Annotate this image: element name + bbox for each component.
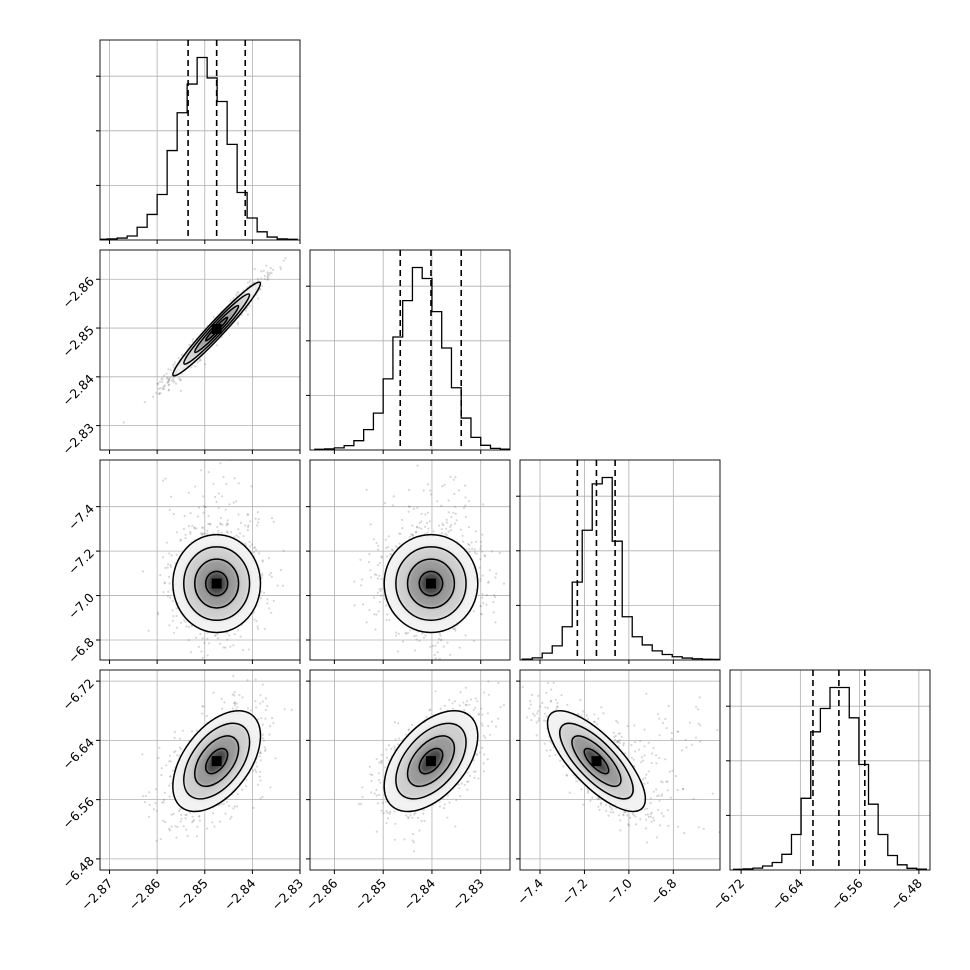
contour-3-2-3 <box>583 747 610 775</box>
panel-frame-3-0 <box>99 669 301 871</box>
contour-3-2-1 <box>559 722 634 800</box>
panel-frame-2-0 <box>99 459 301 661</box>
panel-0-0 <box>96 39 301 244</box>
x-tick-label-0-1: −2.86 <box>126 875 164 913</box>
panel-3-3 <box>726 669 931 874</box>
x-tick-label-2-3: −6.8 <box>647 875 679 907</box>
x-tick-label-1-0: −2.86 <box>303 875 341 913</box>
y-tick-label-3-3: −6.72 <box>59 675 97 713</box>
x-tick-label-0-2: −2.85 <box>173 876 211 914</box>
panel-3-2 <box>516 669 721 874</box>
panel-2-1 <box>306 459 511 664</box>
contour-3-0-0 <box>172 709 262 813</box>
x-tick-label-3-0: −6.72 <box>710 876 748 914</box>
contour-3-1-2 <box>406 735 456 788</box>
contour-1-0-1 <box>183 293 251 365</box>
y-tick-label-3-0: −6.48 <box>59 853 97 891</box>
contour-1-0-0 <box>172 281 262 377</box>
x-tick-label-0-0: −2.87 <box>78 876 116 914</box>
x-tick-label-1-2: −2.84 <box>400 875 438 913</box>
histogram-0 <box>100 56 298 240</box>
y-tick-label-3-1: −6.56 <box>59 794 97 832</box>
contour-3-0-1 <box>183 722 251 800</box>
y-tick-label-2-1: −7.0 <box>65 590 97 622</box>
peak-bin-2-1 <box>425 578 436 589</box>
x-tick-label-3-2: −6.56 <box>828 875 866 913</box>
panel-2-2 <box>516 459 721 664</box>
panel-1-0 <box>96 249 301 454</box>
peak-bin-3-1 <box>425 756 436 767</box>
contour-1-0-3 <box>204 316 229 342</box>
panel-frame-2-1 <box>309 459 511 661</box>
panel-frame-1-0 <box>99 249 301 451</box>
histogram-3 <box>733 686 927 870</box>
contour-2-0-2 <box>194 558 240 609</box>
panel-1-1 <box>306 249 511 454</box>
x-tick-label-3-1: −6.64 <box>769 875 807 913</box>
contour-2-0-0 <box>172 533 262 634</box>
contour-3-0-3 <box>204 747 229 775</box>
panel-3-1 <box>306 669 511 874</box>
y-tick-label-2-2: −7.2 <box>65 545 97 577</box>
x-tick-label-2-2: −7.0 <box>603 875 635 907</box>
y-tick-label-2-0: −6.8 <box>65 634 97 666</box>
contour-3-1-1 <box>395 722 467 800</box>
contour-2-1-0 <box>383 533 479 634</box>
y-tick-label-1-1: −2.84 <box>59 371 97 409</box>
x-tick-label-1-1: −2.85 <box>352 876 390 914</box>
contour-3-1-0 <box>383 709 479 813</box>
x-tick-label-3-3: −6.48 <box>887 875 925 913</box>
contour-3-1-3 <box>418 747 444 775</box>
contour-1-0-2 <box>194 304 240 354</box>
contour-2-1-2 <box>406 558 456 609</box>
peak-bin-3-0 <box>211 756 222 767</box>
panels <box>96 39 931 874</box>
contour-3-2-2 <box>571 735 622 788</box>
contour-2-0-1 <box>183 546 251 622</box>
x-tick-label-2-1: −7.2 <box>558 876 590 908</box>
histogram-2 <box>521 476 720 660</box>
panel-frame-3-1 <box>309 669 511 871</box>
y-tick-label-1-2: −2.85 <box>59 322 97 360</box>
contour-2-1-3 <box>418 570 444 597</box>
peak-bin-1-0 <box>211 324 222 335</box>
peak-bin-2-0 <box>211 578 222 589</box>
x-tick-label-0-3: −2.84 <box>221 875 259 913</box>
histogram-1 <box>314 266 510 450</box>
x-tick-label-1-3: −2.83 <box>449 876 487 914</box>
contour-2-1-1 <box>395 546 467 622</box>
panel-frame-0-0 <box>99 39 301 241</box>
panel-2-0 <box>96 459 301 664</box>
y-tick-label-1-0: −2.83 <box>59 420 97 458</box>
y-tick-label-1-3: −2.86 <box>59 274 97 312</box>
x-tick-label-0-4: −2.83 <box>268 876 306 914</box>
contour-3-2-0 <box>546 709 647 813</box>
y-tick-label-2-3: −7.4 <box>65 501 97 533</box>
panel-frame-3-2 <box>519 669 721 871</box>
panel-3-0 <box>96 669 301 874</box>
panel-frame-2-2 <box>519 459 721 661</box>
contour-3-0-2 <box>194 735 240 788</box>
x-tick-label-2-0: −7.4 <box>514 875 546 907</box>
panel-frame-3-3 <box>729 669 931 871</box>
peak-bin-3-2 <box>591 756 602 767</box>
contour-2-0-3 <box>204 570 229 597</box>
panel-frame-1-1 <box>309 249 511 451</box>
y-tick-label-3-2: −6.64 <box>59 735 97 773</box>
